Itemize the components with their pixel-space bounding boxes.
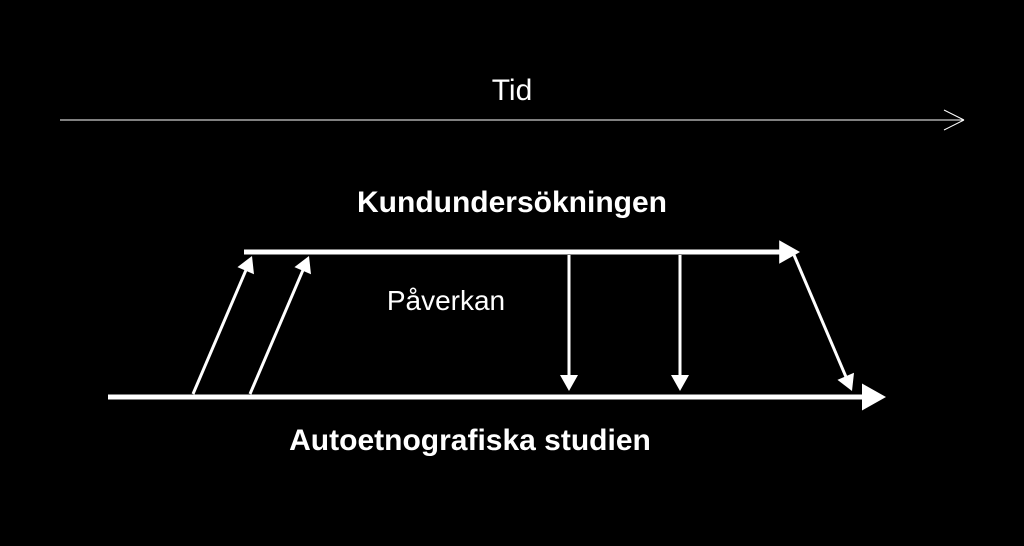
tid-label: Tid — [492, 74, 533, 107]
kund-label: Kundundersökningen — [357, 186, 667, 219]
auto-label: Autoetnografiska studien — [289, 424, 651, 457]
paverkan-label: Påverkan — [387, 285, 505, 316]
